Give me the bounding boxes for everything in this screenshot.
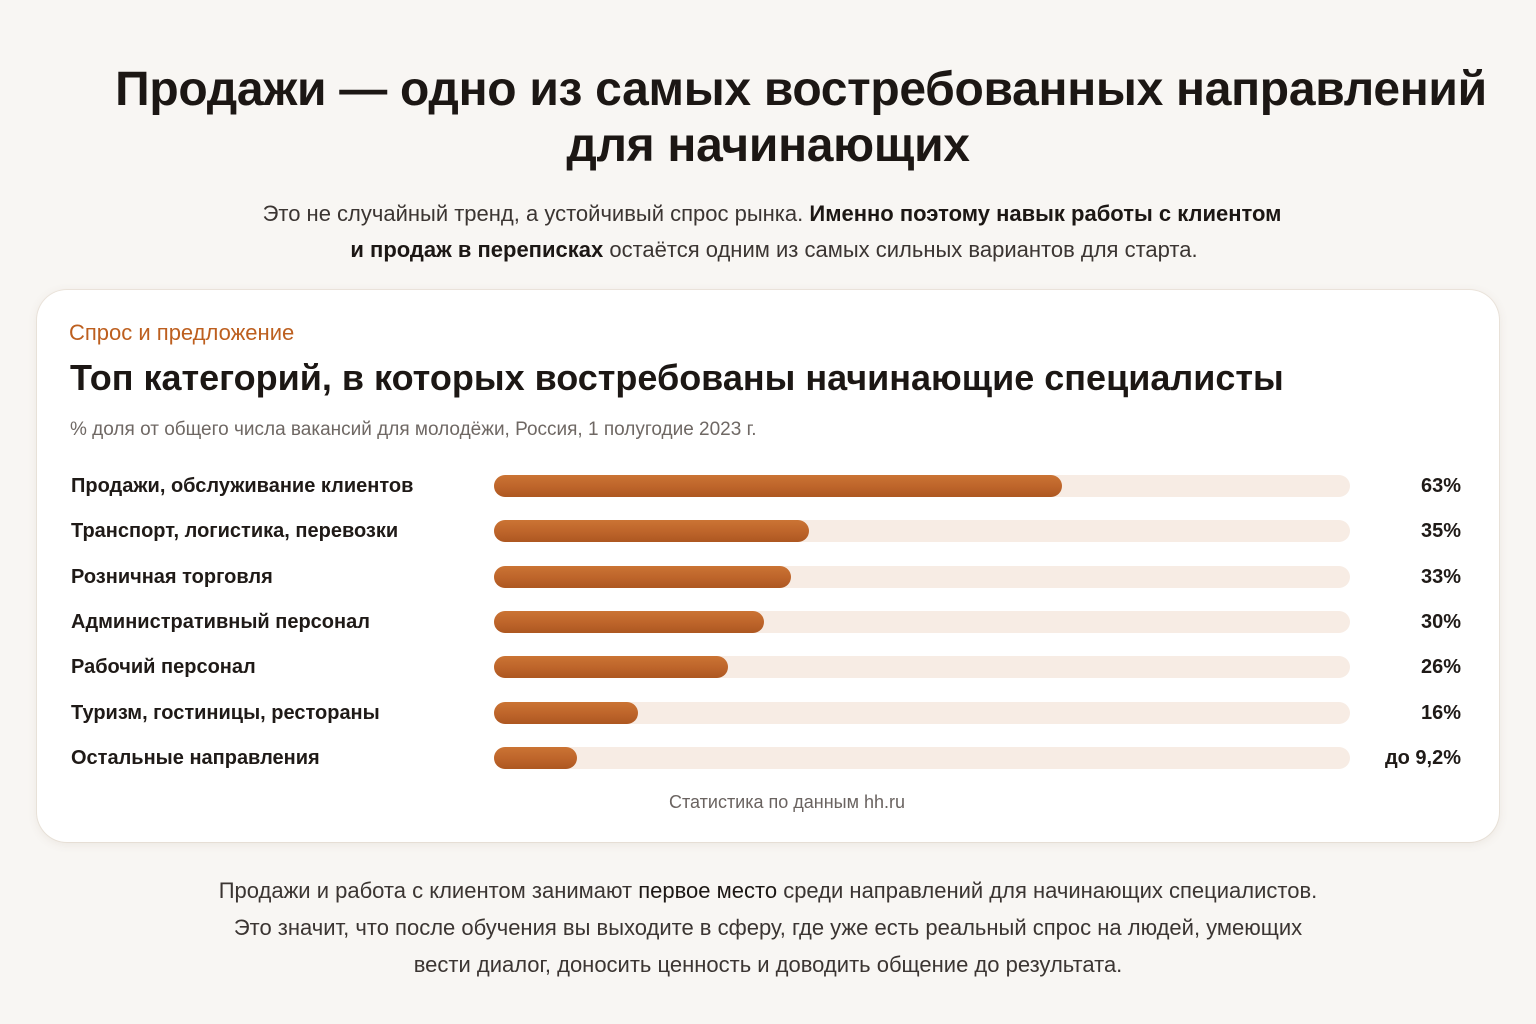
bar-track <box>494 566 1350 588</box>
category-label: Административный персонал <box>71 611 370 633</box>
bar-row: Транспорт, логистика, перевозки 35% <box>37 519 1499 543</box>
category-label: Транспорт, логистика, перевозки <box>71 520 399 542</box>
page-title: Продажи — одно из самых востребованных н… <box>0 62 1536 174</box>
value-label: 26% <box>1420 656 1461 678</box>
intro-text: остаётся одним из самых сильных варианто… <box>603 237 1198 262</box>
bar <box>494 520 809 542</box>
bar <box>494 475 1062 497</box>
intro-emphasis: Именно поэтому навык работы с клиентом <box>809 201 1282 226</box>
bar-track <box>494 656 1350 678</box>
bar-chart: Продажи, обслуживание клиентов 63% Транспо… <box>37 290 1499 842</box>
bar-track <box>494 747 1350 769</box>
conclusion-line-2: Это значит, что после обучения вы выходи… <box>233 915 1303 940</box>
value-label: 33% <box>1420 566 1461 588</box>
bar <box>494 656 728 678</box>
bar-row: Остальные направления до 9,2% <box>37 746 1499 770</box>
bar-row: Административный персонал 30% <box>37 610 1499 634</box>
category-label: Остальные направления <box>71 747 320 769</box>
intro-emphasis: и продаж в переписках <box>350 237 604 262</box>
intro-text: Это не случайный тренд, а устойчивый спр… <box>262 201 810 226</box>
value-label: 16% <box>1420 702 1461 724</box>
category-label: Продажи, обслуживание клиентов <box>71 475 414 497</box>
card-eyebrow: Спрос и предложение <box>69 320 295 345</box>
chart-source: Статистика по данным hh.ru <box>668 792 906 812</box>
value-label: 63% <box>1420 475 1461 497</box>
value-label: 35% <box>1420 520 1461 542</box>
page-title-line-1: Продажи — одно из самых востребованных н… <box>115 63 1487 116</box>
chart-card: Спрос и предложение Топ категорий, в кот… <box>37 290 1499 842</box>
intro-paragraph: Это не случайный тренд, а устойчивый спр… <box>0 196 1536 268</box>
bar <box>494 566 791 588</box>
bar <box>494 702 638 724</box>
chart-title: Топ категорий, в которых востребованы на… <box>70 357 1284 398</box>
bar-track <box>494 702 1350 724</box>
conclusion-text: среди направлений для начинающих специал… <box>777 878 1318 903</box>
bar-row: Продажи, обслуживание клиентов 63% <box>37 474 1499 498</box>
bar-row: Розничная торговля 33% <box>37 565 1499 589</box>
bar-row: Туризм, гостиницы, рестораны 16% <box>37 701 1499 725</box>
conclusion-line-1: Продажи и работа с клиентом занимают пер… <box>0 872 1536 909</box>
conclusion-line-3: вести диалог, доносить ценность и доводи… <box>413 952 1123 977</box>
conclusion-paragraph: Продажи и работа с клиентом занимают пер… <box>0 872 1536 983</box>
intro-line-1: Это не случайный тренд, а устойчивый спр… <box>0 196 1536 232</box>
value-label: до 9,2% <box>1384 747 1461 769</box>
chart-subtitle: % доля от общего числа вакансий для моло… <box>70 419 757 440</box>
value-label: 30% <box>1420 611 1461 633</box>
bar <box>494 747 577 769</box>
bar <box>494 611 764 633</box>
conclusion-text: Продажи и работа с клиентом занимают <box>218 878 639 903</box>
page-title-line-2: для начинающих <box>566 119 970 172</box>
category-label: Рабочий персонал <box>71 656 256 678</box>
conclusion-highlight: первое место <box>638 878 778 903</box>
bar-track <box>494 611 1350 633</box>
bar-track <box>494 520 1350 542</box>
bar-track <box>494 475 1350 497</box>
category-label: Туризм, гостиницы, рестораны <box>71 702 380 724</box>
category-label: Розничная торговля <box>71 566 273 588</box>
intro-line-2: и продаж в переписках остаётся одним из … <box>0 232 1536 268</box>
bar-row: Рабочий персонал 26% <box>37 655 1499 679</box>
